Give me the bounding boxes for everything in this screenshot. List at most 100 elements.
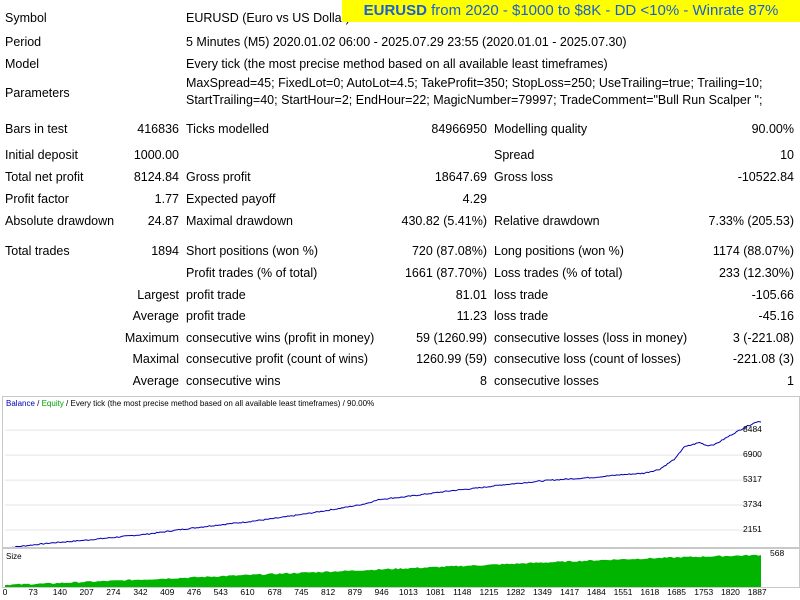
- row-parameters: Parameters: [0, 83, 800, 103]
- largest-profit-value: 81.01: [455, 288, 487, 302]
- ptrades-label: Profit trades (% of total): [186, 266, 318, 280]
- average-profit-value: 11.23: [456, 309, 487, 323]
- grossprofit-label: Gross profit: [186, 170, 251, 184]
- largest-loss-value: -105.66: [751, 288, 794, 302]
- x-tick-label: 946: [374, 587, 389, 597]
- x-tick-label: 1618: [640, 587, 660, 597]
- row-profitfactor: Profit factor 1.77 Expected payoff 4.29: [0, 189, 800, 209]
- mcw-value: 59 (1260.99): [416, 331, 487, 345]
- balance-line: [11, 420, 762, 547]
- x-tick-label: 879: [347, 587, 362, 597]
- acw-label: consecutive wins: [186, 374, 281, 388]
- legend-equity: Equity: [41, 399, 64, 408]
- x-tick-label: 1484: [586, 587, 606, 597]
- x-axis: 0 73 140 207 274 342 409 476 543 610 678 745 812 879 9…: [0, 587, 800, 600]
- reldd-label: Relative drawdown: [494, 214, 600, 228]
- ptrades-value: 1661 (87.70%): [404, 266, 487, 280]
- ltrades-value: 233 (12.30%): [718, 266, 794, 280]
- symbol-value: EURUSD (Euro vs US Dollar): [186, 11, 350, 25]
- x-tick-label: 409: [160, 587, 175, 597]
- acl-value: 1: [787, 374, 794, 388]
- parameters-value-1: MaxSpread=45; FixedLot=0; AutoLot=4.5; T…: [186, 76, 763, 90]
- quality-label: Modelling quality: [494, 122, 588, 136]
- largest-loss-label: loss trade: [494, 288, 549, 302]
- parameters-value-2: StartTrailing=40; StartHour=2; EndHour=2…: [186, 93, 763, 107]
- x-tick-label: 1013: [398, 587, 418, 597]
- trades-value: 1894: [151, 244, 179, 258]
- x-tick-label: 1282: [506, 587, 526, 597]
- x-tick-label: 1887: [747, 587, 767, 597]
- bars-label: Bars in test: [5, 122, 68, 136]
- row-maximum: Maximum consecutive wins (profit in mone…: [0, 328, 800, 348]
- x-tick-label: 207: [79, 587, 94, 597]
- average-profit-label: profit trade: [186, 309, 246, 323]
- ticks-value: 84966950: [431, 122, 487, 136]
- period-label: Period: [5, 35, 42, 49]
- largest-label: Largest: [137, 288, 179, 302]
- banner-symbol: EURUSD: [363, 2, 427, 19]
- quality-value: 90.00%: [751, 122, 794, 136]
- short-label: Short positions (won %): [186, 244, 319, 258]
- legend-balance: Balance: [6, 399, 35, 408]
- x-tick-label: 476: [186, 587, 202, 597]
- x-tick-label: 745: [294, 587, 309, 597]
- y-tick-label: 8484: [743, 424, 762, 435]
- row-largest: Largest profit trade 81.01 loss trade -1…: [0, 285, 800, 305]
- reldd-value: 7.33% (205.53): [708, 214, 794, 228]
- chart-legend: Balance / Equity / Every tick (the most …: [6, 399, 374, 408]
- maxdd-label: Maximal drawdown: [186, 214, 293, 228]
- row-average: Average profit trade 11.23 loss trade -4…: [0, 306, 800, 326]
- mcp-label: consecutive profit (count of wins): [186, 352, 369, 366]
- average-loss-label: loss trade: [494, 309, 549, 323]
- spread-label: Spread: [494, 148, 535, 162]
- grossprofit-value: 18647.69: [434, 170, 487, 184]
- model-value: Every tick (the most precise method base…: [186, 57, 608, 71]
- x-tick-label: 1551: [613, 587, 633, 597]
- x-tick-label: 543: [213, 587, 228, 597]
- mclc-value: -221.08 (3): [732, 352, 794, 366]
- size-area: [5, 554, 761, 587]
- row-period: Period 5 Minutes (M5) 2020.01.02 06:00 -…: [0, 32, 800, 52]
- x-tick-label: 610: [240, 587, 255, 597]
- absdd-value: 24.87: [147, 214, 179, 228]
- x-tick-label: 1081: [426, 587, 445, 597]
- parameters-line2: StartTrailing=40; StartHour=2; EndHour=2…: [0, 90, 800, 110]
- size-chart-svg: [5, 554, 761, 587]
- pf-value: 1.77: [154, 192, 179, 206]
- largest-profit-label: profit trade: [186, 288, 246, 302]
- x-tick-label: 274: [106, 587, 121, 597]
- row-deposit: Initial deposit 1000.00 Spread 10: [0, 145, 800, 165]
- ticks-label: Ticks modelled: [186, 122, 269, 136]
- x-tick-label: 0: [2, 587, 8, 597]
- y-tick-label: 5317: [743, 474, 762, 485]
- deposit-label: Initial deposit: [5, 148, 78, 162]
- x-tick-label: 678: [267, 587, 282, 597]
- acw-value: 8: [480, 374, 487, 388]
- maximal-label: Maximal: [132, 352, 179, 366]
- balance-chart-svg: [5, 420, 762, 547]
- x-tick-label: 1685: [667, 587, 687, 597]
- x-tick-label: 140: [52, 587, 67, 597]
- pf-label: Profit factor: [5, 192, 69, 206]
- deposit-value: 1000.00: [133, 148, 179, 162]
- x-tick-label: 1820: [720, 587, 740, 597]
- short-value: 720 (87.08%): [411, 244, 487, 258]
- row-average2: Average consecutive wins 8 consecutive l…: [0, 371, 800, 391]
- x-tick-label: 1417: [560, 587, 580, 597]
- spread-value: 10: [780, 148, 794, 162]
- average-loss-value: -45.16: [758, 309, 794, 323]
- legend-sep: /: [34, 399, 42, 408]
- bars-value: 416836: [137, 122, 179, 136]
- period-value: 5 Minutes (M5) 2020.01.02 06:00 - 2025.0…: [186, 35, 627, 49]
- x-tick-label: 342: [133, 587, 148, 597]
- netprofit-label: Total net profit: [5, 170, 84, 184]
- size-label: Size: [6, 552, 22, 561]
- row-profittrades: Profit trades (% of total) 1661 (87.70%)…: [0, 263, 800, 283]
- mcp-value: 1260.99 (59): [416, 352, 487, 366]
- size-y-tick-label: 568: [770, 548, 785, 558]
- promo-banner: EURUSD from 2020 - $1000 to $8K - DD <10…: [342, 0, 800, 22]
- x-tick-label: 1148: [453, 587, 472, 597]
- y-tick-label: 2151: [743, 524, 762, 534]
- row-maximal: Maximal consecutive profit (count of win…: [0, 349, 800, 369]
- netprofit-value: 8124.84: [133, 170, 179, 184]
